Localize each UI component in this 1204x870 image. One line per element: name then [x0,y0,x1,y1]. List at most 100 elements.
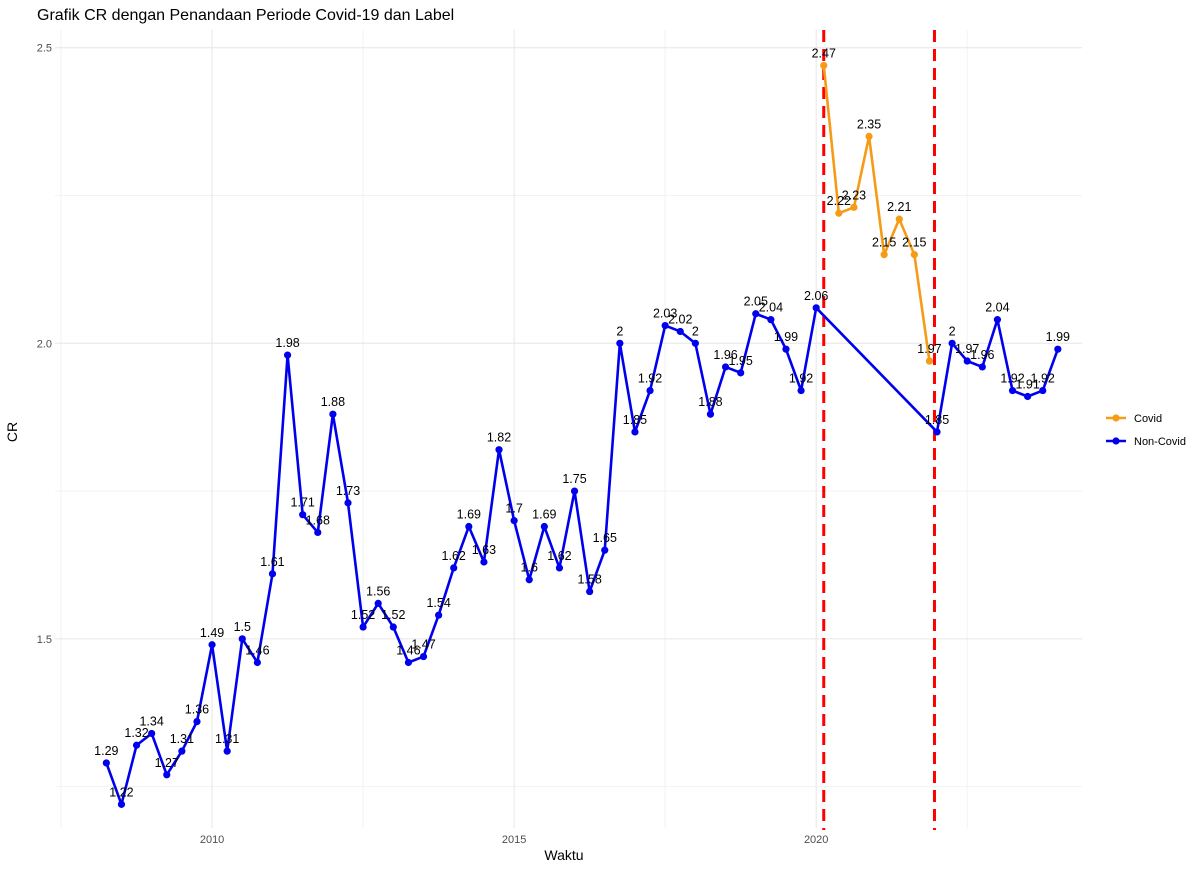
non-covid-data-label: 1.98 [275,336,299,350]
non-covid-data-point [465,522,473,531]
non-covid-data-point [268,570,277,578]
non-covid-data-point [404,658,413,667]
non-covid-data-label: 1.92 [638,372,662,386]
non-covid-data-point [163,771,171,779]
non-covid-data-label: 1.88 [698,395,722,409]
non-covid-data-point [570,487,579,495]
non-covid-data-point [706,410,715,418]
non-covid-data-point [419,652,428,661]
covid-data-label: 2.15 [902,236,926,250]
non-covid-data-label: 1.73 [336,484,360,498]
non-covid-data-point [737,369,745,377]
non-covid-data-label: 1.75 [562,472,586,486]
non-covid-data-point [1008,386,1017,395]
non-covid-data-label: 1.68 [306,513,330,527]
non-covid-data-label: 1.47 [411,638,435,652]
non-covid-data-point [253,658,261,667]
plot-grid [55,30,1082,828]
non-covid-data-label: 1.85 [623,413,647,427]
non-covid-data-point [540,522,548,531]
non-covid-data-label: 1.62 [442,549,466,563]
x-tick-label: 2015 [502,834,526,846]
non-covid-data-point [601,546,609,554]
covid-data-label: 2.15 [872,236,896,250]
non-covid-data-point [1054,345,1062,353]
non-covid-data-label: 1.36 [185,703,209,717]
non-covid-data-point [102,759,110,767]
non-covid-data-point [435,611,443,619]
non-covid-data-point [767,316,775,324]
covid-data-point [925,357,934,365]
covid-data-point [880,251,888,259]
non-covid-data-point [314,528,322,537]
non-covid-data-label: 1.5 [234,620,251,634]
x-tick-label: 2020 [804,834,828,846]
non-covid-legend-label: Non-Covid [1134,436,1186,448]
non-covid-legend-marker [1112,437,1120,445]
non-covid-data-label: 1.22 [109,785,133,799]
non-covid-data-label: 1.52 [351,608,375,622]
non-covid-data-point [480,558,488,566]
non-covid-data-point [344,499,352,507]
non-covid-data-label: 1.99 [774,330,798,344]
non-covid-data-label: 2.04 [985,301,1009,315]
legend: Covid Non-Covid [1106,413,1186,448]
covid-legend-marker [1112,414,1120,422]
non-covid-data-label: 1.31 [170,732,194,746]
non-covid-data-label: 1.7 [505,502,522,516]
non-covid-data-point [495,446,503,454]
non-covid-data-label: 1.58 [577,573,601,587]
non-covid-data-label: 1.99 [1046,330,1070,344]
non-covid-data-point [752,310,760,318]
non-covid-data-point [208,641,216,649]
non-covid-series-line [105,306,1060,806]
series-points [102,61,1062,808]
non-covid-data-label: 2.06 [804,289,828,303]
y-axis-ticks: 1.5 2.0 2.5 [37,43,52,646]
non-covid-data-label: 1.46 [245,643,269,657]
y-axis-title: CR [4,422,20,442]
non-covid-data-label: 2 [949,324,956,338]
non-covid-data-label: 1.46 [396,643,420,657]
non-covid-data-label: 1.69 [457,508,481,522]
series-lines [105,65,1060,806]
non-covid-data-point [933,428,941,436]
non-covid-data-point [223,747,231,755]
non-covid-data-point [676,327,684,336]
non-covid-data-point [450,564,458,572]
non-covid-data-label: 2 [616,324,623,338]
non-covid-data-label: 2 [692,324,699,338]
non-covid-data-label: 1.88 [321,395,345,409]
covid-legend-label: Covid [1134,413,1162,425]
covid-data-label: 2.23 [842,188,866,202]
non-covid-data-point [555,564,564,572]
non-covid-data-label: 1.32 [124,726,148,740]
non-covid-data-point [329,410,337,418]
non-covid-data-label: 1.6 [521,561,538,575]
non-covid-data-label: 1.82 [487,431,511,445]
non-covid-data-point [374,599,382,607]
non-covid-data-label: 1.65 [593,531,617,545]
y-tick-label: 1.5 [37,634,52,646]
covid-data-point [895,215,903,223]
covid-data-label: 1.97 [917,342,941,356]
non-covid-data-point [691,339,699,347]
non-covid-data-label: 1.56 [366,584,390,598]
non-covid-data-label: 1.52 [381,608,405,622]
covid-data-point [850,203,858,211]
non-covid-data-point [148,729,156,738]
non-covid-data-label: 1.27 [155,756,179,770]
non-covid-data-point [1039,386,1047,395]
non-covid-data-label: 1.96 [970,348,994,362]
non-covid-data-point [178,747,186,755]
non-covid-data-label: 2.05 [744,295,768,309]
non-covid-data-label: 1.95 [729,354,753,368]
non-covid-data-point [359,623,367,631]
non-covid-data-label: 1.92 [789,372,813,386]
non-covid-data-point [586,587,594,596]
non-covid-data-label: 1.69 [532,508,556,522]
non-covid-data-point [631,428,639,436]
non-covid-data-point [1024,392,1032,401]
covid-data-label: 2.35 [857,117,881,131]
